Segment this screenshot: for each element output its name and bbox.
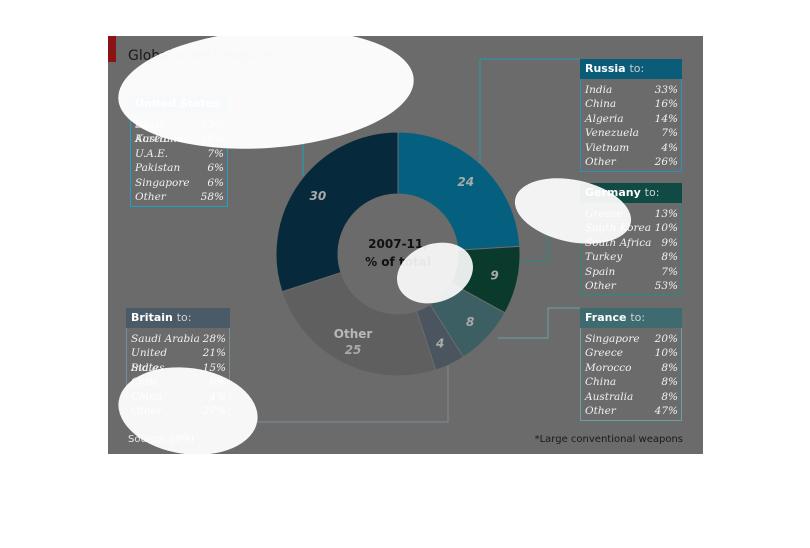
slice-united-states [275, 131, 399, 293]
destination-country: Singapore [135, 176, 190, 189]
connector-france [498, 307, 580, 339]
destination-row: Singapore 6% [131, 176, 227, 190]
slice-value-label: 9 [490, 269, 498, 283]
destination-share: 4% [661, 141, 678, 154]
destination-share: 8% [661, 251, 678, 264]
destination-row: Saudi Arabia 28% [127, 332, 229, 346]
destination-country: Greece [585, 347, 623, 360]
destination-share: 58% [200, 190, 224, 203]
destination-country: Singapore [585, 333, 640, 345]
box-rows: Singapore 20% Greece 10% Morocco 8% China 8% Aus… [580, 328, 682, 422]
destination-share: 26% [654, 155, 678, 168]
destination-country: China [585, 376, 617, 389]
destination-row: Other 47% [581, 404, 681, 418]
destination-country: U.A.E. [135, 147, 169, 160]
destination-row: Turkey 8% [581, 250, 681, 264]
destination-share: 8% [661, 390, 678, 403]
destination-row: China 16% [581, 97, 681, 111]
box-header: Russia to: [580, 59, 682, 79]
donut-slice-labels: 24 9 8 4 Other 25 30 [310, 175, 499, 357]
destination-share: 16% [654, 98, 678, 111]
destination-row: U.A.E. 7% [131, 147, 227, 161]
destination-country: Other [585, 279, 616, 292]
footnote: *Large conventional weapons [534, 434, 683, 445]
destination-share: 7% [661, 127, 678, 140]
destination-row: Australia 8% [581, 390, 681, 404]
box-to-label: to: [630, 311, 646, 324]
box-exporter-name: France [585, 311, 627, 324]
destination-share: 10% [654, 347, 678, 360]
destination-share: 6% [207, 176, 224, 189]
destination-share: 8% [661, 376, 678, 389]
destination-share: 47% [654, 404, 678, 417]
exports-box-russia: Russia to: India 33% China 16% Algeria 14% Vene… [580, 59, 682, 173]
destination-row: China 8% [581, 375, 681, 389]
destination-country: Saudi Arabia [131, 333, 200, 345]
destination-row: Vietnam 4% [581, 141, 681, 155]
destination-row: Greece 10% [581, 346, 681, 360]
box-rows: India 33% China 16% Algeria 14% Venezuela 7% Vie… [580, 79, 682, 173]
destination-row: United States 21% [127, 346, 229, 374]
destination-row: Other 26% [581, 155, 681, 169]
destination-share: 7% [207, 147, 224, 160]
destination-share: 33% [654, 84, 678, 96]
destination-country: Morocco [585, 361, 632, 374]
destination-share: 9% [661, 236, 678, 249]
destination-row: Venezuela 7% [581, 126, 681, 140]
destination-country: United States [131, 347, 168, 374]
exports-box-france: France to: Singapore 20% Greece 10% Morocco 8%… [580, 308, 682, 422]
connector-russia [479, 58, 580, 164]
destination-country: Pakistan [135, 162, 181, 175]
destination-row: Other 58% [131, 190, 227, 204]
destination-country: Turkey [585, 251, 623, 264]
destination-row: Spain 7% [581, 265, 681, 279]
destination-country: China [585, 98, 617, 111]
slice-value-label: 4 [435, 337, 444, 351]
box-exporter-name: Britain [131, 311, 173, 324]
destination-share: 7% [661, 265, 678, 278]
destination-row: India 33% [581, 83, 681, 97]
destination-country: Australia [585, 390, 634, 403]
donut-slices [275, 131, 521, 377]
slice-value-label: 25 [345, 343, 362, 357]
destination-row: Pakistan 6% [131, 161, 227, 175]
destination-share: 8% [661, 361, 678, 374]
slice-value-label: 30 [310, 189, 327, 203]
destination-country: Venezuela [585, 127, 639, 140]
slice-name-label: Other [334, 327, 373, 341]
slice-russia [397, 131, 521, 251]
destination-share: 21% [202, 347, 226, 360]
destination-country: Other [585, 404, 616, 417]
box-to-label: to: [176, 311, 192, 324]
destination-country: Spain [585, 265, 616, 278]
brand-tab [108, 36, 116, 62]
destination-row: Singapore 20% [581, 332, 681, 346]
slice-value-label: 8 [466, 315, 474, 329]
destination-country: Other [135, 190, 166, 203]
destination-row: Other 53% [581, 279, 681, 293]
destination-country: Vietnam [585, 141, 630, 154]
destination-share: 10% [654, 222, 678, 235]
slice-other [281, 271, 437, 377]
destination-share: 6% [207, 162, 224, 175]
destination-share: 53% [654, 279, 678, 292]
destination-share: 13% [654, 208, 678, 220]
box-header: Britain to: [126, 308, 230, 328]
connector-britain [230, 354, 449, 423]
slice-value-label: 24 [457, 175, 474, 189]
destination-row: Algeria 14% [581, 112, 681, 126]
destination-row: Morocco 8% [581, 361, 681, 375]
destination-share: 28% [202, 333, 226, 345]
destination-country: India [585, 84, 613, 96]
box-to-label: to: [629, 62, 645, 75]
destination-share: 14% [654, 112, 678, 125]
destination-country: Other [585, 155, 616, 168]
center-label-line1: 2007-11, [368, 237, 428, 251]
destination-country: Algeria [585, 112, 624, 125]
box-to-label: to: [644, 186, 660, 199]
destination-share: 20% [654, 333, 678, 345]
box-header: France to: [580, 308, 682, 328]
box-exporter-name: Russia [585, 62, 626, 75]
